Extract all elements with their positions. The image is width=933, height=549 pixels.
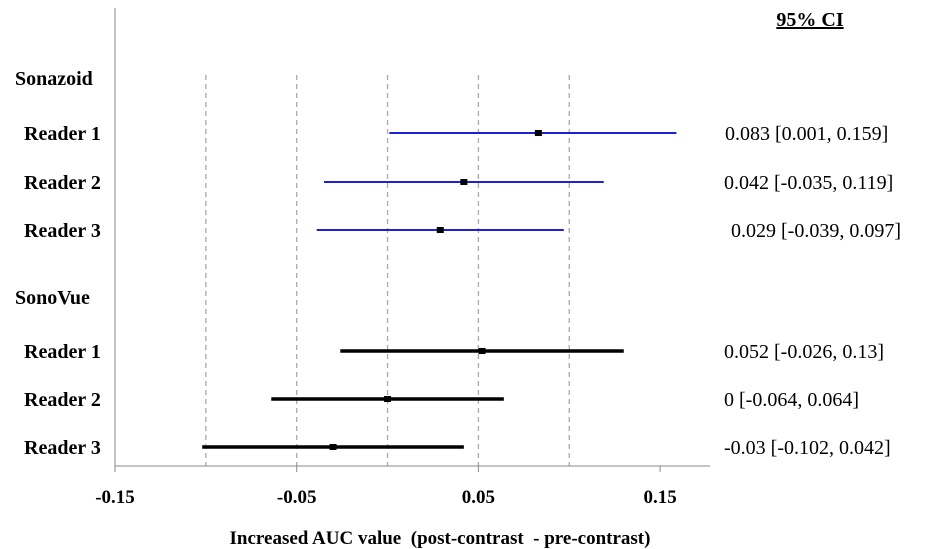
row-label: Reader 2 xyxy=(24,172,101,194)
estimate-marker xyxy=(460,179,468,185)
estimate-marker xyxy=(478,348,486,354)
group-label: Sonazoid xyxy=(15,68,93,90)
row-label: Reader 3 xyxy=(24,437,101,459)
x-tick-label: 0.15 xyxy=(643,487,676,508)
x-axis-label: Increased AUC value (post-contrast - pre… xyxy=(230,528,651,549)
x-tick-label: -0.15 xyxy=(95,487,135,508)
row-label: Reader 3 xyxy=(24,220,101,242)
estimate-marker xyxy=(384,396,392,402)
estimate-marker xyxy=(534,130,542,136)
x-tick-label: 0.05 xyxy=(462,487,495,508)
forest-rows: Sonazoid Reader 1 0.083 [0.001, 0.159] Read… xyxy=(15,68,901,459)
ci-text: 0 [-0.064, 0.064] xyxy=(724,389,859,411)
ci-header: 95% CI xyxy=(776,9,843,31)
row-label: Reader 1 xyxy=(24,341,101,363)
x-tick-label: -0.05 xyxy=(277,487,317,508)
ci-text: 0.052 [-0.026, 0.13] xyxy=(724,341,884,363)
x-axis-ticks: -0.15 -0.05 0.05 0.15 xyxy=(95,466,677,508)
group-label: SonoVue xyxy=(15,287,90,309)
estimate-marker xyxy=(436,227,444,233)
row-label: Reader 2 xyxy=(24,389,101,411)
ci-text: 0.029 [-0.039, 0.097] xyxy=(731,220,901,242)
row-label: Reader 1 xyxy=(24,123,101,145)
ci-text: -0.03 [-0.102, 0.042] xyxy=(724,437,891,459)
estimate-marker xyxy=(329,444,337,450)
ci-text: 0.042 [-0.035, 0.119] xyxy=(724,172,893,194)
ci-text: 0.083 [0.001, 0.159] xyxy=(725,123,888,145)
